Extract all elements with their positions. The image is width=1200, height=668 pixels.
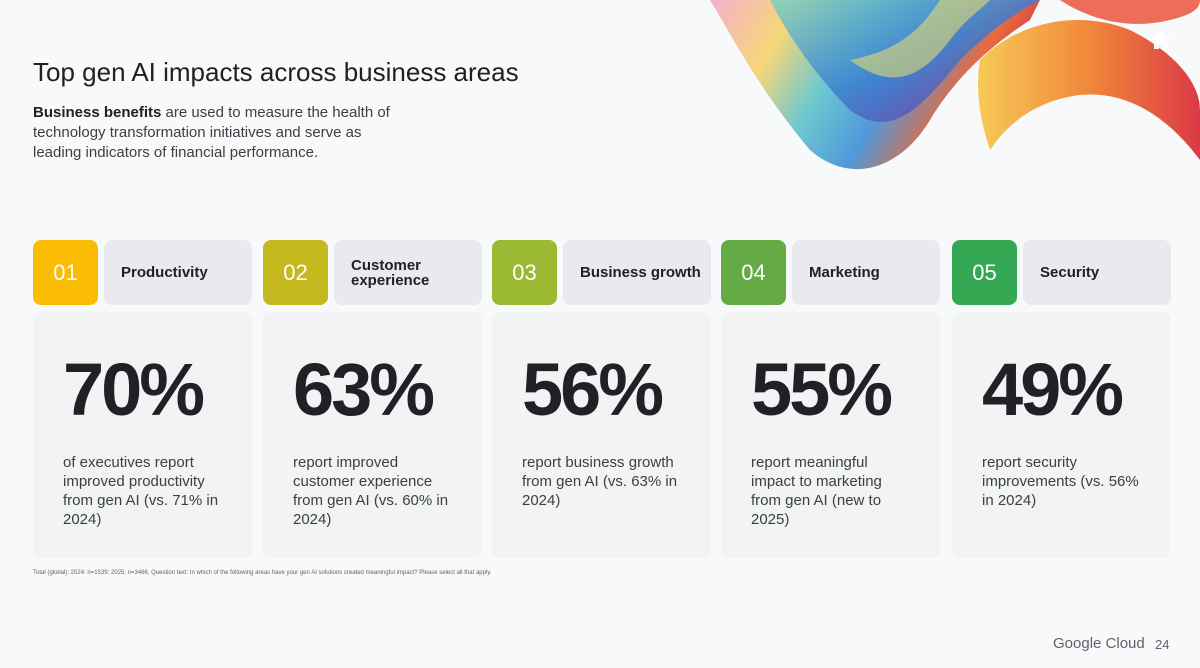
card-stat-box: 49% report security improvements (vs. 56… [952, 312, 1171, 558]
card-marketing: 04 Marketing 55% report meaningful impac… [721, 240, 940, 558]
card-stat-value: 49% [982, 348, 1124, 431]
card-label-box: Productivity [104, 240, 252, 305]
brand-logo: Google Cloud [1053, 635, 1145, 652]
card-stat-value: 56% [522, 348, 664, 431]
card-customer-experience: 02 Customer experience 63% report improv… [263, 240, 482, 558]
card-label: Marketing [809, 264, 880, 281]
page-subtitle: Business benefits are used to measure th… [33, 103, 393, 163]
card-stat-description: report improved customer experience from… [293, 454, 449, 528]
card-label: Productivity [121, 264, 208, 281]
card-number-badge: 04 [721, 240, 786, 305]
card-stat-box: 56% report business growth from gen AI (… [492, 312, 711, 558]
card-stat-description: report security improvements (vs. 56% in… [982, 454, 1139, 509]
card-stat-value: 63% [293, 348, 435, 431]
card-stat-description: of executives report improved productivi… [63, 454, 219, 528]
subtitle-text: are used to measure the health of techno… [33, 104, 390, 161]
card-stat-description: report meaningful impact to marketing fr… [751, 454, 882, 528]
card-number-badge: 02 [263, 240, 328, 305]
card-label-box: Business growth [563, 240, 711, 305]
card-stat-box: 55% report meaningful impact to marketin… [721, 312, 940, 558]
card-stat-box: 63% report improved customer experience … [263, 312, 482, 558]
footnote: Total (global): 2024: n=1539; 2025: n=34… [33, 570, 492, 576]
page-number: 24 [1155, 637, 1170, 652]
card-label-box: Security [1023, 240, 1171, 305]
home-icon[interactable] [1150, 29, 1172, 51]
card-label: Security [1040, 264, 1100, 281]
card-number-badge: 05 [952, 240, 1017, 305]
card-label: Customer experience [351, 256, 430, 289]
card-stat-description: report business growth from gen AI (vs. … [522, 454, 678, 509]
card-label: Business growth [580, 264, 701, 281]
subtitle-emphasis: Business benefits [33, 104, 162, 121]
card-label-box: Marketing [792, 240, 940, 305]
card-stat-value: 55% [751, 348, 893, 431]
card-stat-value: 70% [63, 348, 205, 431]
card-number-badge: 01 [33, 240, 98, 305]
page-title: Top gen AI impacts across business areas [33, 57, 519, 87]
card-productivity: 01 Productivity 70% of executives report… [33, 240, 252, 558]
decorative-abstract-art [710, 0, 1200, 170]
card-label-box: Customer experience [334, 240, 482, 305]
card-security: 05 Security 49% report security improvem… [952, 240, 1171, 558]
card-stat-box: 70% of executives report improved produc… [33, 312, 252, 558]
card-business-growth: 03 Business growth 56% report business g… [492, 240, 711, 558]
card-number-badge: 03 [492, 240, 557, 305]
